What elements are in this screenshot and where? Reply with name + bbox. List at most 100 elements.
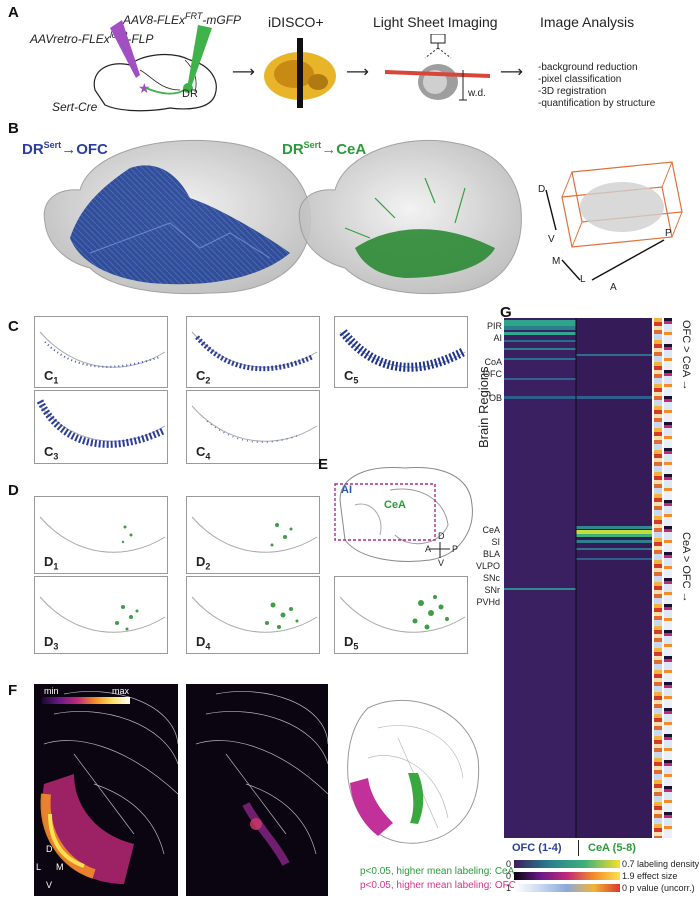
cea-label: CeA <box>384 499 407 511</box>
compass-v: V <box>438 558 445 568</box>
panel-b-letter: B <box>8 120 19 137</box>
region-label: OFC <box>483 369 502 379</box>
light-sheet-diagram <box>385 34 490 101</box>
region-label: CoA <box>484 357 502 367</box>
g-heatmap <box>504 318 652 838</box>
mouse-brain-schematic: ★ <box>93 20 217 112</box>
panel-g-letter: G <box>500 304 512 321</box>
axis-d: D <box>538 184 546 195</box>
compass-cross <box>430 542 450 558</box>
scale2-min: 0 <box>506 871 512 881</box>
dr-label: DR <box>182 88 198 100</box>
compass-p: P <box>452 544 459 554</box>
region-label: CeA <box>482 525 500 535</box>
panel-f-letter: F <box>8 682 18 699</box>
scale-max: max <box>112 686 130 696</box>
c3-image <box>34 390 168 464</box>
c4-label: C4 <box>196 444 211 462</box>
arrow-1: ⟶ <box>232 64 255 81</box>
panel-d-letter: D <box>8 482 19 499</box>
scale-min: min <box>44 686 59 696</box>
d5-image <box>334 576 468 654</box>
axis-v: V <box>548 234 555 245</box>
axis-a: A <box>610 282 617 293</box>
axis-p: P <box>665 228 672 239</box>
scale3-bar <box>514 884 620 892</box>
compass-a: A <box>425 544 432 554</box>
d3-label: D3 <box>44 634 59 652</box>
d5-label: D5 <box>344 634 359 652</box>
step-analysis: Image Analysis <box>540 14 635 30</box>
c2-label: C2 <box>196 368 211 386</box>
f-axis-v: V <box>46 880 53 890</box>
c5-label: C5 <box>344 368 359 386</box>
compass-d: D <box>438 531 445 541</box>
panel-e-letter: E <box>318 456 329 473</box>
svg-text:★: ★ <box>138 80 151 96</box>
region-label: PVHd <box>476 597 500 607</box>
f-axis-d: D <box>46 844 53 854</box>
pvalue-bar <box>664 318 672 838</box>
scale2-label: 1.9 effect size <box>622 871 678 881</box>
virus-right-label: AAV8-FLExFRT-mGFP <box>123 11 242 27</box>
c1-label: C1 <box>44 368 59 386</box>
heatmap-ofc: min max D V L M <box>34 684 179 896</box>
c1-image <box>34 316 168 388</box>
g-right-top: OFC > CeA → <box>680 320 692 391</box>
region-label: AI <box>493 333 502 343</box>
mouse-line-label: Sert-Cre <box>52 100 98 114</box>
g-xlabel-ofc: OFC (1-4) <box>512 842 562 854</box>
d1-image <box>34 496 168 574</box>
heat-colorbar <box>42 697 130 704</box>
atlas-section-e <box>334 466 473 562</box>
region-label: BLA <box>482 549 500 559</box>
g-mid-labels: CeA SI BLA VLPO SNc SNr PVHd <box>468 524 500 608</box>
region-label: SNr <box>484 585 501 595</box>
analysis-step: -quantification by structure <box>538 98 656 109</box>
g-right-bottom: CeA > OFC → <box>680 532 692 603</box>
f-axis-m: M <box>56 862 64 872</box>
step-lightsheet: Light Sheet Imaging <box>373 14 498 30</box>
panel-c-letter: C <box>8 318 19 335</box>
analysis-step: -background reduction <box>538 62 638 73</box>
d2-label: D2 <box>196 554 211 572</box>
label-dr-ofc: DRSert→OFC <box>22 140 108 158</box>
step-idisco: iDISCO+ <box>268 14 324 30</box>
g-xlabel-cea: CeA (5-8) <box>588 842 636 854</box>
axis-l: L <box>580 274 586 285</box>
scale3-min: 1 <box>506 883 512 893</box>
axis-m: M <box>552 256 561 267</box>
ai-label: AI <box>341 484 352 496</box>
arrow-3: ⟶ <box>500 64 523 81</box>
analysis-list: -background reduction -pixel classificat… <box>538 62 655 110</box>
d2-image <box>186 496 320 574</box>
g-top-labels: PIR AI CoA OFC OB <box>478 320 502 404</box>
scale1-min: 0 <box>506 859 512 869</box>
d1-label: D1 <box>44 554 59 572</box>
c4-image <box>186 390 320 464</box>
region-label: SNc <box>482 573 500 583</box>
heatmap-cea <box>186 684 329 896</box>
effect-size-bar <box>654 318 662 838</box>
analysis-step: -pixel classification <box>538 74 622 85</box>
cleared-brain-image <box>264 38 336 108</box>
c5-image <box>334 316 468 388</box>
ofc-3d-brain <box>43 140 311 295</box>
analysis-step: -3D registration <box>538 86 607 97</box>
c3-label: C3 <box>44 444 59 462</box>
wd-label: w.d. <box>468 88 486 99</box>
scale3-label: 0 p value (uncorr.) <box>622 883 695 893</box>
scale1-label: 0.7 labeling density (a.u.) <box>622 859 699 869</box>
f-axis-l: L <box>36 862 42 872</box>
region-label: SI <box>491 537 500 547</box>
region-label: VLPO <box>475 561 500 571</box>
significance-map <box>347 699 480 844</box>
orientation-cube <box>545 161 683 281</box>
d4-label: D4 <box>196 634 211 652</box>
scale2-bar <box>514 872 620 880</box>
scale1-bar <box>514 860 620 868</box>
d4-image <box>186 576 320 654</box>
panel-a-letter: A <box>8 4 19 21</box>
region-label: PIR <box>486 321 502 331</box>
region-label: OB <box>488 393 502 403</box>
